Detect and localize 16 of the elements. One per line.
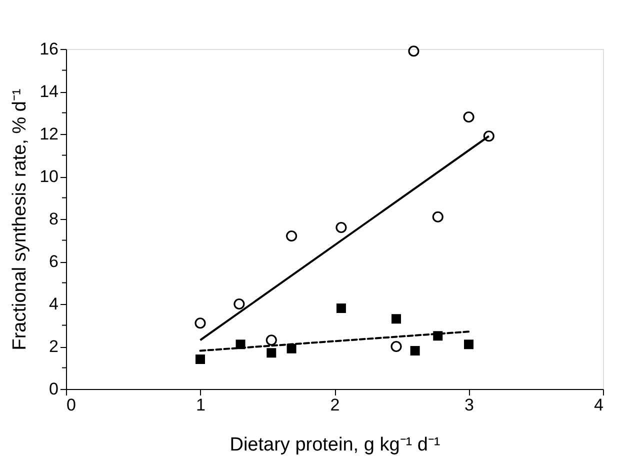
x-tick-label: 2 (330, 396, 340, 414)
x-tick-label: 4 (594, 396, 604, 414)
y-tick-label: 16 (40, 40, 58, 58)
x-tick-label: 3 (464, 396, 474, 414)
y-axis-title: Fractional synthesis rate, % d⁻¹ (10, 88, 31, 350)
y-tick-label: 2 (49, 337, 58, 356)
x-axis-title: Dietary protein, g kg⁻¹ d⁻¹ (230, 434, 440, 456)
y-tick-label: 6 (49, 252, 58, 271)
y-tick-label: 14 (40, 82, 58, 101)
y-tick-label: 10 (40, 167, 58, 186)
x-tick-label: 1 (196, 396, 206, 414)
y-tick-label: 0 (49, 380, 58, 398)
y-tick-label: 12 (40, 124, 58, 144)
y-tick-label: 8 (49, 210, 58, 228)
x-tick-label: 0 (66, 396, 76, 414)
y-tick-label: 4 (49, 294, 58, 314)
